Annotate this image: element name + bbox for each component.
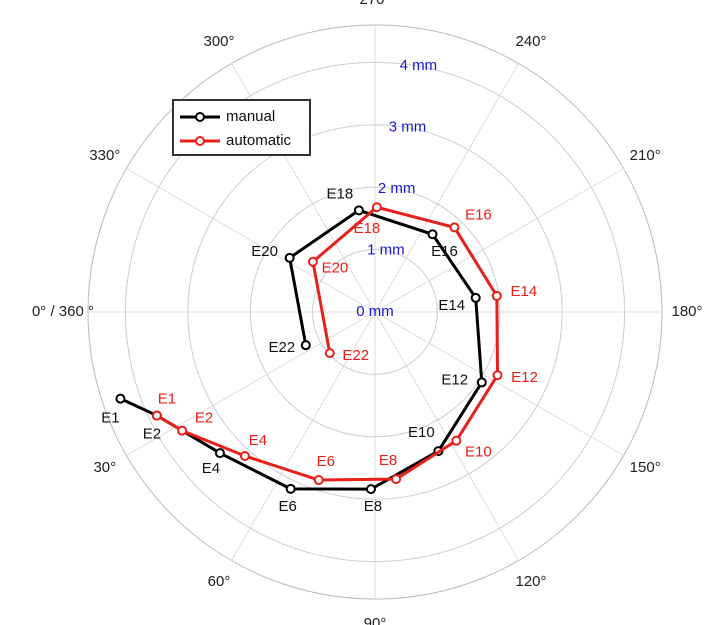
marker bbox=[214, 448, 225, 459]
point-label: E20 bbox=[322, 260, 349, 277]
point-label: E4 bbox=[202, 460, 220, 477]
theta-tick-label: 210° bbox=[630, 147, 661, 164]
marker bbox=[365, 484, 376, 495]
r-tick-label: 3 mm bbox=[389, 119, 427, 136]
grid-circle bbox=[312, 249, 438, 375]
point-label: E8 bbox=[379, 452, 397, 469]
theta-tick-label: 240° bbox=[515, 33, 546, 50]
grid-circle bbox=[124, 61, 626, 563]
marker bbox=[492, 370, 503, 381]
point-label: E16 bbox=[465, 206, 492, 223]
r-tick-label: 4 mm bbox=[400, 57, 438, 74]
point-label: E12 bbox=[441, 371, 468, 388]
point-label: E4 bbox=[249, 432, 267, 449]
theta-tick-label: 90° bbox=[364, 615, 387, 625]
theta-tick-label: 300° bbox=[203, 33, 234, 50]
marker bbox=[239, 450, 250, 461]
theta-tick-label: 150° bbox=[630, 459, 661, 476]
point-label: E22 bbox=[342, 347, 369, 364]
point-label: E18 bbox=[327, 185, 354, 202]
r-tick-label: 2 mm bbox=[378, 180, 416, 197]
marker bbox=[491, 290, 502, 301]
spoke bbox=[231, 311, 376, 561]
marker bbox=[353, 205, 364, 216]
marker bbox=[151, 410, 162, 421]
theta-tick-label: 120° bbox=[515, 573, 546, 590]
marker bbox=[391, 474, 402, 485]
spoke bbox=[374, 63, 519, 313]
point-label: E10 bbox=[408, 424, 435, 441]
marker bbox=[324, 348, 335, 359]
marker bbox=[470, 292, 481, 303]
point-label: E8 bbox=[364, 498, 382, 515]
grid-circle bbox=[249, 186, 501, 438]
legend-box bbox=[172, 99, 311, 156]
legend-label: automatic bbox=[226, 132, 292, 149]
point-label: E10 bbox=[465, 444, 492, 461]
theta-tick-label: 180° bbox=[671, 303, 702, 320]
point-label: E6 bbox=[278, 498, 296, 515]
marker bbox=[307, 256, 318, 267]
marker bbox=[300, 340, 311, 351]
point-label: E20 bbox=[251, 243, 278, 260]
point-label: E16 bbox=[431, 243, 458, 260]
theta-tick-label: 30° bbox=[93, 459, 116, 476]
spoke bbox=[374, 168, 624, 313]
point-label: E2 bbox=[195, 410, 213, 427]
point-label: E2 bbox=[143, 426, 161, 443]
marker bbox=[284, 252, 295, 263]
marker bbox=[177, 425, 188, 436]
r-tick-label: 0 mm bbox=[356, 303, 394, 320]
marker bbox=[449, 222, 460, 233]
point-label: E1 bbox=[158, 391, 176, 408]
theta-tick-label: 270° bbox=[359, 0, 390, 8]
point-label: E18 bbox=[353, 220, 380, 237]
point-label: E1 bbox=[101, 410, 119, 427]
series-line bbox=[156, 205, 500, 482]
point-label: E6 bbox=[317, 453, 335, 470]
marker bbox=[313, 475, 324, 486]
marker bbox=[371, 202, 382, 213]
spoke bbox=[374, 311, 624, 456]
marker bbox=[451, 435, 462, 446]
marker bbox=[115, 393, 126, 404]
point-label: E22 bbox=[268, 339, 295, 356]
legend-marker bbox=[195, 112, 205, 122]
marker bbox=[476, 377, 487, 388]
marker bbox=[427, 229, 438, 240]
point-label: E12 bbox=[511, 369, 538, 386]
theta-tick-label: 60° bbox=[208, 573, 231, 590]
legend-label: manual bbox=[226, 108, 275, 125]
point-label: E14 bbox=[511, 283, 538, 300]
r-tick-label: 1 mm bbox=[367, 242, 405, 259]
theta-tick-label: 330° bbox=[89, 147, 120, 164]
legend-marker bbox=[195, 136, 205, 146]
marker bbox=[285, 483, 296, 494]
theta-tick-label: 0° / 360 ° bbox=[32, 303, 94, 320]
point-label: E14 bbox=[438, 297, 465, 314]
spoke bbox=[126, 168, 376, 313]
spoke bbox=[126, 311, 376, 456]
grid-circle bbox=[187, 124, 563, 500]
series-line bbox=[119, 208, 484, 491]
